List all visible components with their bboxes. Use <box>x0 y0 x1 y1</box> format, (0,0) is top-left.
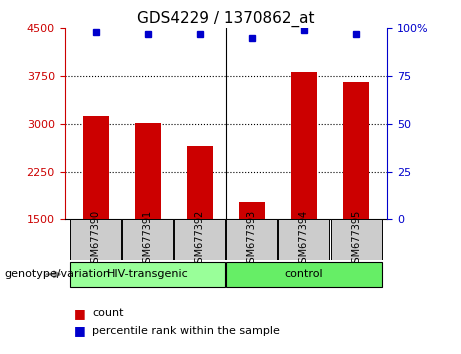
Text: ■: ■ <box>74 325 85 337</box>
Bar <box>226 262 382 287</box>
Text: GSM677392: GSM677392 <box>195 210 205 269</box>
Text: percentile rank within the sample: percentile rank within the sample <box>92 326 280 336</box>
Bar <box>331 219 382 260</box>
Title: GDS4229 / 1370862_at: GDS4229 / 1370862_at <box>137 11 315 27</box>
Bar <box>291 72 317 219</box>
Text: GSM677394: GSM677394 <box>299 210 309 269</box>
Bar <box>122 219 173 260</box>
Text: count: count <box>92 308 124 318</box>
Bar <box>70 262 225 287</box>
Text: control: control <box>284 269 323 279</box>
Bar <box>239 202 265 219</box>
Bar <box>135 122 161 219</box>
Text: GSM677393: GSM677393 <box>247 210 257 269</box>
Bar <box>278 219 330 260</box>
Bar <box>343 82 369 219</box>
Text: GSM677395: GSM677395 <box>351 210 361 269</box>
Bar <box>226 219 278 260</box>
Bar <box>83 116 109 219</box>
Text: ■: ■ <box>74 307 85 320</box>
Text: GSM677391: GSM677391 <box>143 210 153 269</box>
Text: HIV-transgenic: HIV-transgenic <box>107 269 189 279</box>
Bar <box>174 219 225 260</box>
Bar <box>70 219 121 260</box>
Text: genotype/variation: genotype/variation <box>5 269 111 279</box>
Bar <box>187 146 213 219</box>
Text: GSM677390: GSM677390 <box>91 210 101 269</box>
